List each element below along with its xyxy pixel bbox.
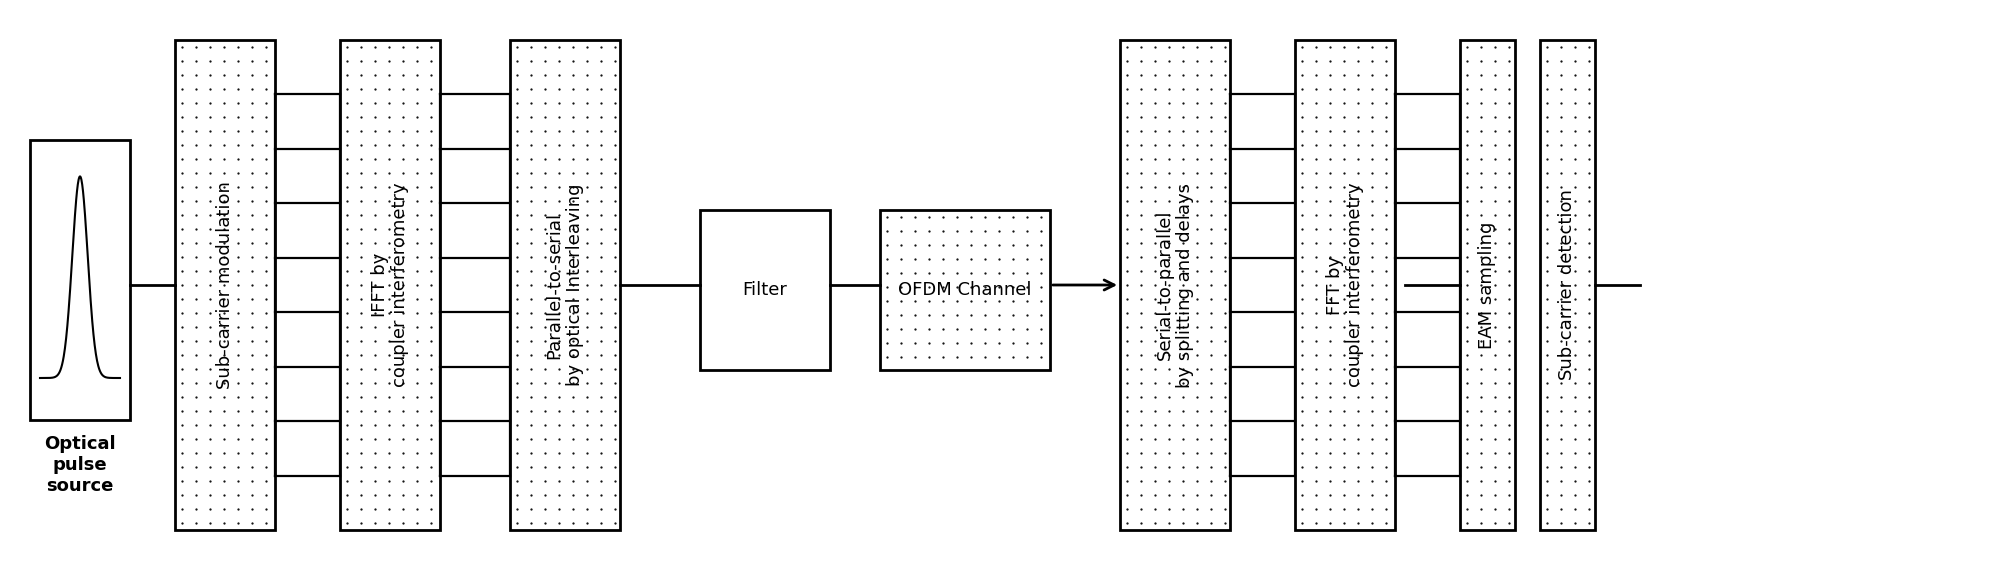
Bar <box>879 210 1049 370</box>
Text: FFT by
coupler interferometry: FFT by coupler interferometry <box>1325 182 1365 388</box>
Bar <box>1295 40 1395 530</box>
Bar <box>1538 40 1594 530</box>
Text: Parallel-to-serial
by optical Interleaving: Parallel-to-serial by optical Interleavi… <box>545 184 583 386</box>
Text: Sub-carrier modulation: Sub-carrier modulation <box>216 181 234 389</box>
Text: IFFT by
coupler interferometry: IFFT by coupler interferometry <box>370 182 410 388</box>
Text: Sub-carrier detection: Sub-carrier detection <box>1558 189 1576 381</box>
Text: Optical
pulse
source: Optical pulse source <box>44 435 116 494</box>
Bar <box>340 40 440 530</box>
Text: OFDM Channel: OFDM Channel <box>897 281 1031 299</box>
Text: EAM sampling: EAM sampling <box>1479 221 1497 349</box>
Bar <box>509 40 619 530</box>
Bar <box>699 210 829 370</box>
Text: Filter: Filter <box>741 281 787 299</box>
Bar <box>1119 40 1229 530</box>
Bar <box>30 140 130 420</box>
Bar <box>1459 40 1514 530</box>
Text: Serial-to-parallel
by splitting and delays: Serial-to-parallel by splitting and dela… <box>1155 182 1193 388</box>
Bar <box>176 40 276 530</box>
